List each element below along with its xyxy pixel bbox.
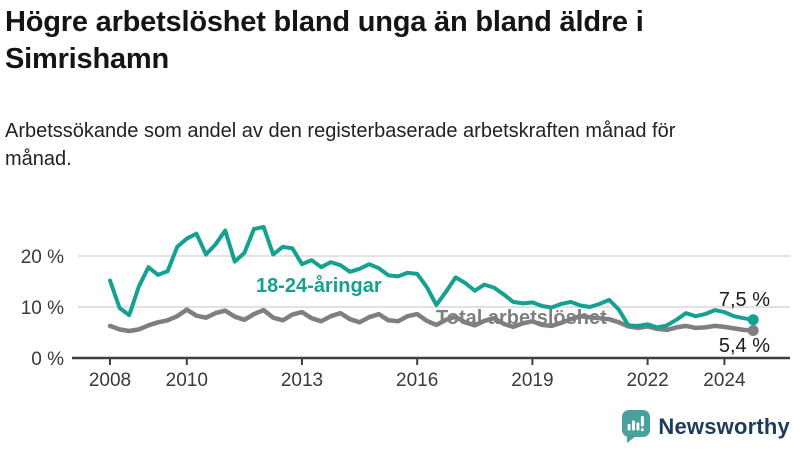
bar-1 [628,424,632,431]
x-tick-label: 2019 [511,370,553,391]
newsworthy-logo: Newsworthy [621,409,790,444]
end-value-label-total: 5,4 % [719,335,770,357]
exclamation-dot [641,428,645,432]
y-tick-label: 0 % [31,349,64,370]
series-line-youth [108,224,756,330]
chart-title: Högre arbetslöshet bland unga än bland ä… [5,6,644,75]
series-label-youth: 18-24-åringar [256,274,382,297]
series-end-dot-total [747,324,759,336]
x-axis [72,356,790,365]
gridlines [78,255,790,308]
x-tick-label: 2016 [396,370,438,391]
newsworthy-icon [622,410,651,443]
x-tick-label: 2013 [281,370,323,391]
y-tick-label: 10 % [21,298,64,319]
exclamation-stem [641,416,645,427]
x-tick-label: 2010 [166,370,208,391]
y-tick-label: 20 % [21,247,64,268]
bar-2 [632,420,636,431]
x-tick-label: 2022 [626,370,668,391]
series-lines [107,224,759,336]
newsworthy-wordmark: Newsworthy [658,413,790,439]
x-tick-label: 2024 [703,370,746,391]
series-end-dot-youth [747,314,759,326]
series-line-total [107,307,756,334]
x-tick-label: 2008 [89,370,131,391]
chart-subtitle: Arbetssökande som andel av den registerb… [5,120,676,170]
end-value-label-youth: 7,5 % [719,289,770,311]
y-axis-labels: 0 % 10 % 20 % [21,247,64,370]
x-axis-labels: 2008 2010 2013 2016 2019 2022 2024 [89,370,746,391]
bar-3 [636,422,640,431]
series-label-total: Total arbetslöshet [436,307,607,329]
